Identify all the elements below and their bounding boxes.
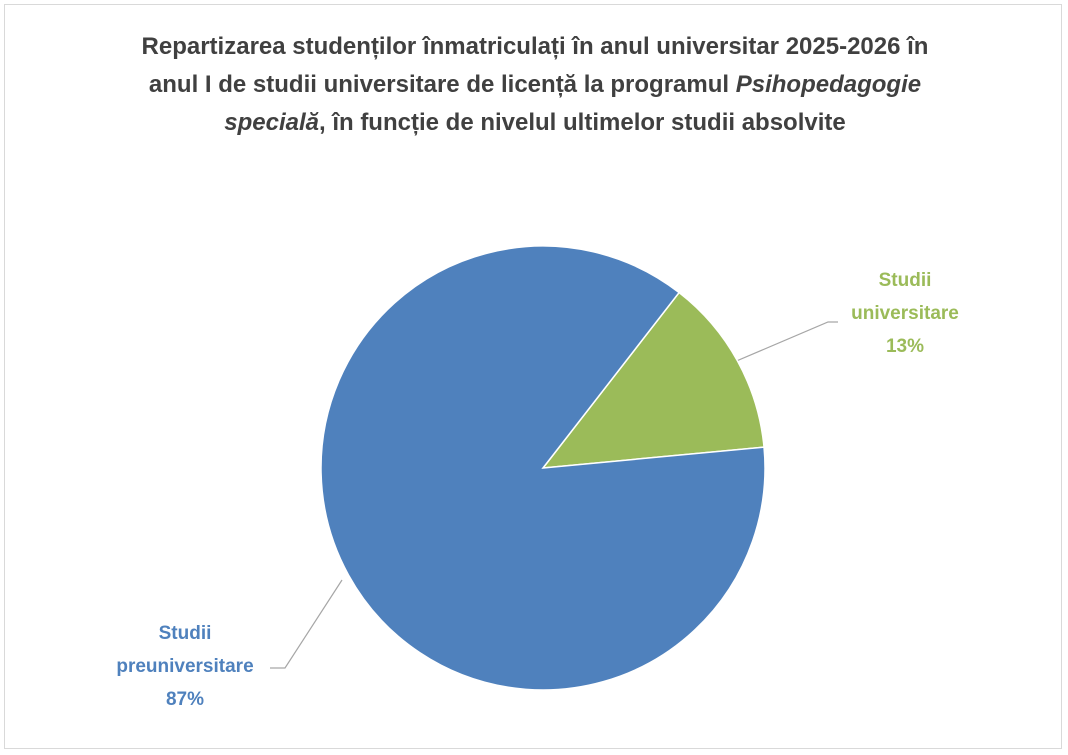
pie-slice [541,291,765,469]
chart-frame [4,4,1062,749]
value-label: 87% [166,689,204,710]
value-label: 13% [886,336,924,357]
category-label: Studii universitare [851,270,959,324]
leader-line [719,321,838,369]
title-part: Psihopedagogie specială [224,71,922,136]
category-word: Studii [159,623,212,644]
chart-title: Repartizarea studenților înmatriculați î… [120,28,950,142]
category-word: Studii [879,270,932,291]
title-part: Repartizarea studenților înmatriculați î… [141,33,929,98]
data-label: Studii preuniversitare 87% [116,623,253,710]
leader-line [270,579,343,669]
data-label: Studii universitare 13% [851,270,959,357]
category-word: universitare [851,303,959,324]
title-part: , în funcție de nivelul ultimelor studii… [318,109,846,136]
category-word: preuniversitare [116,656,253,677]
category-label: Studii preuniversitare [116,623,253,677]
pie-slice [320,245,766,691]
